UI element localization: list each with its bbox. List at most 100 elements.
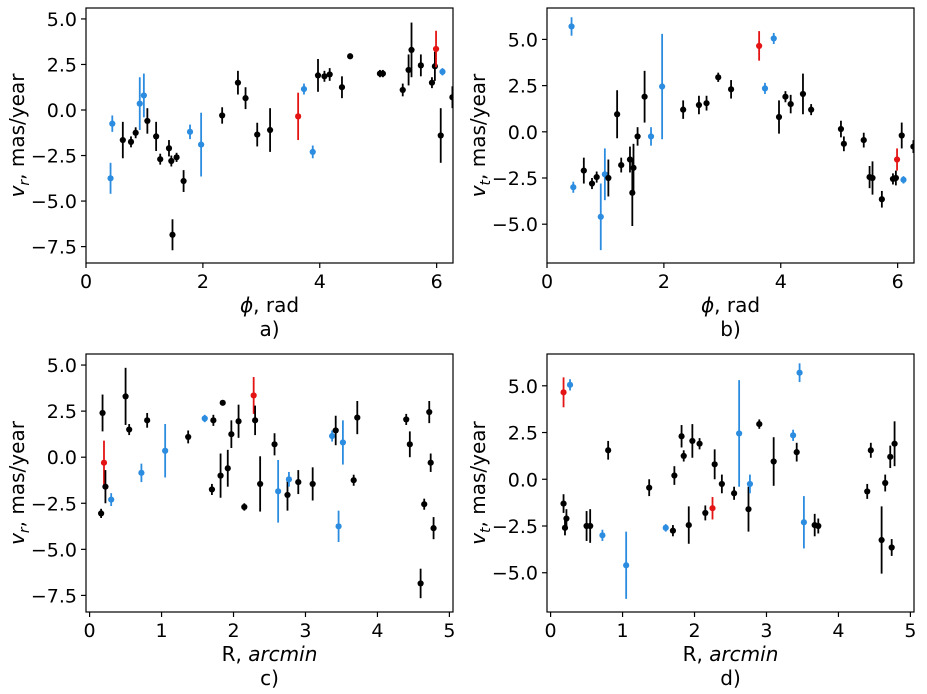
data-point xyxy=(878,536,885,544)
data-point xyxy=(709,505,716,512)
data-point xyxy=(793,449,800,456)
plot-frame xyxy=(546,7,915,264)
data-point xyxy=(678,433,685,440)
data-point xyxy=(439,68,446,75)
data-point xyxy=(180,177,187,185)
x-tick-label: 1 xyxy=(156,620,168,642)
data-point xyxy=(399,86,406,94)
data-point xyxy=(347,53,354,60)
data-point xyxy=(878,196,885,203)
data-point xyxy=(910,143,914,150)
y-tick-label: −2.5 xyxy=(492,516,538,538)
y-tick-label: 0.0 xyxy=(508,469,538,491)
data-point xyxy=(144,117,151,125)
y-axis-unit: , mas/year xyxy=(466,420,490,527)
data-point xyxy=(671,472,678,479)
data-point xyxy=(566,381,574,388)
data-point xyxy=(614,111,621,118)
data-point xyxy=(295,113,302,120)
data-point xyxy=(144,417,151,424)
x-tick-label: 0 xyxy=(80,271,92,293)
data-point xyxy=(756,42,763,49)
x-axis-unit: , rad xyxy=(253,293,299,317)
data-point xyxy=(186,128,194,135)
data-point xyxy=(695,101,703,109)
x-axis-symbol: R xyxy=(683,642,697,666)
y-tick-label: −2.5 xyxy=(492,168,538,190)
data-point xyxy=(593,173,600,181)
data-point xyxy=(449,94,453,101)
y-axis-symbol: v xyxy=(466,184,490,197)
panel-label: c) xyxy=(260,666,279,690)
data-point xyxy=(680,452,687,459)
plot-frame xyxy=(85,7,454,264)
data-point xyxy=(127,138,135,145)
data-point xyxy=(235,418,242,425)
data-point xyxy=(597,213,604,220)
y-tick-label: 0.0 xyxy=(508,122,538,144)
data-point xyxy=(173,154,180,161)
data-point xyxy=(228,431,235,438)
x-axis-label: R, arcmin xyxy=(222,642,318,666)
y-tick-label: 5.0 xyxy=(508,376,538,398)
x-tick-label: 2 xyxy=(197,271,209,293)
data-point xyxy=(185,433,192,441)
data-point xyxy=(782,93,789,100)
data-point xyxy=(219,399,226,406)
data-point xyxy=(630,164,637,171)
data-point xyxy=(711,461,718,468)
y-tick-label: −5.0 xyxy=(31,191,77,213)
data-point xyxy=(107,175,114,182)
data-point xyxy=(629,189,636,196)
data-point xyxy=(799,90,807,98)
x-axis-label: ϕ, rad xyxy=(240,293,299,317)
data-point xyxy=(254,131,261,138)
data-point xyxy=(326,71,333,78)
y-tick-label: −5.0 xyxy=(492,214,538,236)
y-tick-label: −2.5 xyxy=(31,493,77,515)
data-point xyxy=(136,100,143,107)
x-tick-label: 5 xyxy=(443,620,455,642)
x-tick-label: 4 xyxy=(314,271,326,293)
x-axis-symbol: ϕ xyxy=(240,293,253,317)
data-point xyxy=(605,447,612,454)
data-point xyxy=(891,440,898,447)
data-point xyxy=(568,23,575,30)
data-point xyxy=(702,509,709,517)
y-tick-label: 2.5 xyxy=(508,423,538,445)
data-point xyxy=(138,469,145,476)
data-point xyxy=(715,74,722,81)
data-point xyxy=(815,522,822,530)
data-point xyxy=(234,79,242,86)
y-axis-unit: , mas/year xyxy=(5,73,29,180)
x-tick-label: 5 xyxy=(904,620,916,642)
x-tick-label: 4 xyxy=(371,620,383,642)
data-point xyxy=(242,95,249,102)
data-point xyxy=(338,84,346,91)
data-point xyxy=(563,515,570,522)
data-point xyxy=(756,421,763,428)
x-axis-label: ϕ, rad xyxy=(701,293,760,317)
data-point xyxy=(570,184,577,191)
data-point xyxy=(900,176,907,183)
data-point xyxy=(201,415,208,422)
data-point xyxy=(746,480,754,488)
data-point xyxy=(770,35,777,42)
data-point xyxy=(745,506,752,513)
data-point xyxy=(869,174,876,182)
data-point xyxy=(332,427,339,434)
data-point xyxy=(321,73,328,80)
y-tick-label: −2.5 xyxy=(31,146,77,168)
data-points xyxy=(107,22,453,251)
data-point xyxy=(790,432,797,439)
data-point xyxy=(887,453,894,460)
data-point xyxy=(599,532,606,539)
data-point xyxy=(623,562,630,569)
y-axis-symbol: v xyxy=(5,184,29,197)
data-point xyxy=(257,480,264,488)
y-tick-label: −5.0 xyxy=(31,539,77,561)
plot-frame xyxy=(85,353,454,613)
data-point xyxy=(169,231,176,238)
